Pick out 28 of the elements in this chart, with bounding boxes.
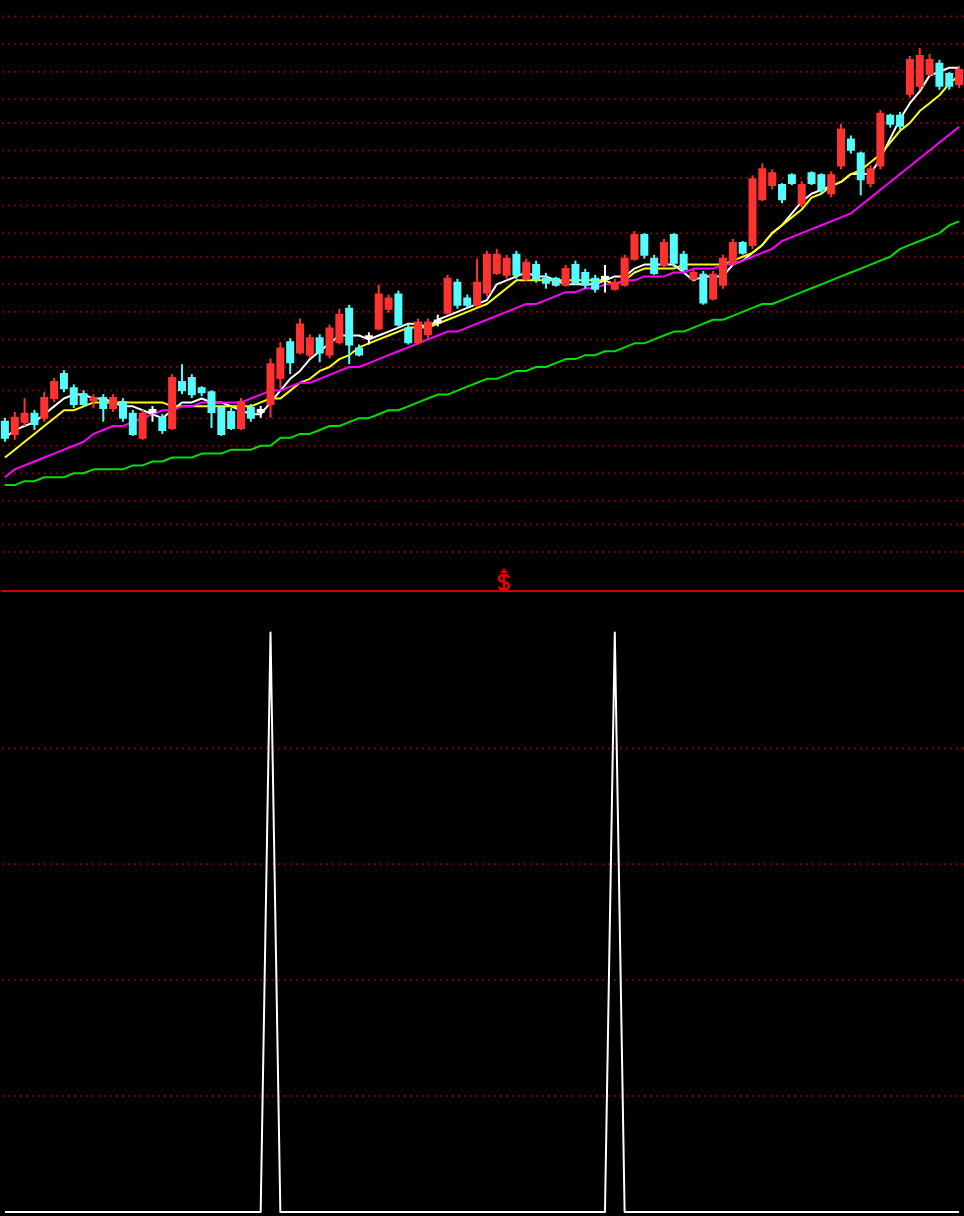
candlestick <box>0 416 9 443</box>
candlestick <box>640 232 649 260</box>
candlestick <box>99 393 108 423</box>
candlestick <box>315 333 324 364</box>
candlestick <box>846 134 855 155</box>
candlestick <box>286 337 295 376</box>
candlestick <box>797 180 806 209</box>
candlestick <box>600 264 609 294</box>
candlestick <box>778 182 787 205</box>
candlestick <box>650 253 659 276</box>
candlestick <box>522 257 531 282</box>
candlestick <box>404 323 413 346</box>
candlestick <box>856 150 865 197</box>
candlestick <box>827 170 836 199</box>
candlestick <box>443 273 452 316</box>
candlestick <box>158 412 167 435</box>
candlestick <box>394 289 403 328</box>
candlestick <box>837 122 846 171</box>
candlestick <box>866 164 875 189</box>
candlestick <box>237 397 245 431</box>
candlestick <box>699 269 708 306</box>
candlestick <box>30 408 39 431</box>
candlestick <box>561 264 570 288</box>
candlestick <box>659 238 668 268</box>
candlestick <box>512 249 521 280</box>
candlestick <box>345 303 354 366</box>
candlestick <box>138 408 147 441</box>
candlestick <box>955 64 964 89</box>
